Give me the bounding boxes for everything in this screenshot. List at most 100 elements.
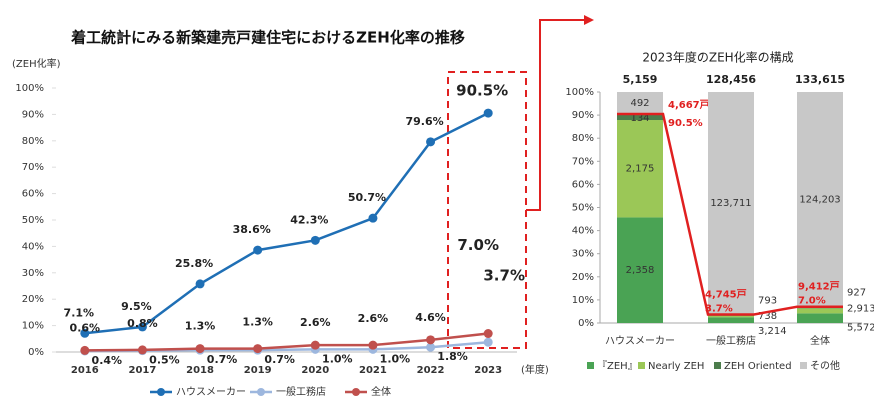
data-label: 3.7%	[483, 267, 525, 285]
y-tick-label: 40%	[572, 226, 594, 237]
data-point	[195, 344, 205, 354]
data-label: 0.4%	[92, 354, 123, 367]
x-tick-label: 2023	[474, 365, 502, 376]
y-tick-label: 60%	[22, 189, 44, 200]
data-label: 738	[758, 311, 777, 322]
y-tick-label: 80%	[22, 136, 44, 147]
legend-label: 一般工務店	[276, 385, 326, 398]
legend-label: ハウスメーカー	[176, 386, 246, 398]
annotation-count: 4,745戸	[705, 288, 747, 300]
total-label: 133,615	[795, 73, 845, 86]
data-point	[253, 344, 263, 354]
data-point	[195, 279, 205, 289]
x-axis-label: (年度)	[521, 363, 549, 376]
data-label: 4.6%	[415, 311, 446, 324]
data-point	[368, 340, 378, 350]
legend-label: 『ZEH』	[597, 360, 638, 372]
x-tick-label: 2019	[244, 365, 272, 376]
data-label: 134	[630, 113, 649, 124]
data-label: 0.8%	[127, 317, 158, 330]
annotation-rate: 7.0%	[798, 296, 826, 307]
legend-marker	[157, 388, 165, 396]
y-tick-label: 20%	[572, 272, 594, 283]
data-label: 492	[630, 98, 649, 109]
data-label: 123,711	[710, 198, 751, 209]
annotation-count: 9,412戸	[798, 281, 840, 293]
data-label: 1.3%	[185, 320, 216, 333]
legend-swatch	[800, 362, 807, 369]
bar-segment	[617, 120, 663, 218]
data-label: 2,175	[626, 164, 655, 175]
x-tick-label: 2020	[301, 365, 329, 376]
data-label: 124,203	[799, 194, 840, 205]
legend-marker	[352, 388, 360, 396]
y-tick-label: 10%	[572, 295, 594, 306]
bar-segment	[617, 217, 663, 323]
total-label: 5,159	[623, 73, 658, 86]
data-label: 90.5%	[456, 82, 508, 100]
annotation-count: 4,667戸	[668, 99, 710, 111]
connector-arrow	[584, 15, 594, 25]
y-tick-label: 70%	[572, 156, 594, 167]
bar-segment	[708, 315, 754, 318]
legend-swatch	[638, 362, 645, 369]
data-label: 1.8%	[437, 350, 468, 363]
data-point	[483, 337, 493, 347]
data-label: 50.7%	[348, 191, 386, 204]
data-point	[137, 322, 147, 332]
x-tick-label: 2022	[417, 365, 445, 376]
zeh-rate-line	[617, 112, 843, 316]
data-label: 7.1%	[64, 306, 95, 319]
x-tick-label: 2016	[71, 365, 99, 376]
data-point	[483, 329, 493, 339]
y-tick-label: 0%	[28, 347, 44, 358]
annotation-rate: 90.5%	[668, 118, 703, 129]
data-label: 0.6%	[70, 321, 101, 334]
category-label: ハウスメーカー	[605, 335, 675, 347]
bar-segment	[708, 92, 754, 315]
y-tick-label: 90%	[22, 109, 44, 120]
y-tick-label: 70%	[22, 162, 44, 173]
data-label: 7.0%	[457, 236, 499, 254]
y-tick-label: 40%	[22, 241, 44, 252]
y-tick-label: 100%	[15, 83, 44, 94]
data-point	[426, 335, 436, 345]
chart-title: 着工統計にみる新築建売戸建住宅におけるZEH化率の推移	[70, 29, 465, 47]
data-label: 0.7%	[207, 353, 238, 366]
series-line	[84, 111, 489, 335]
data-label: 793	[758, 295, 777, 306]
legend-label: その他	[810, 359, 840, 372]
total-label: 128,456	[706, 73, 756, 86]
category-label: 一般工務店	[706, 334, 756, 347]
data-point	[253, 245, 263, 255]
x-tick-label: 2017	[129, 365, 157, 376]
data-label: 3,214	[758, 326, 787, 337]
x-tick-label: 2021	[359, 365, 387, 376]
data-label: 2.6%	[358, 312, 389, 325]
y-tick-label: 60%	[572, 179, 594, 190]
data-point	[310, 235, 320, 245]
legend-marker	[257, 388, 265, 396]
data-label: 38.6%	[233, 223, 271, 236]
data-label: 25.8%	[175, 257, 213, 270]
data-point	[80, 328, 90, 338]
y-tick-label: 10%	[22, 321, 44, 332]
bar-segment	[617, 92, 663, 115]
data-point	[483, 108, 493, 118]
legend-label: 全体	[371, 385, 391, 398]
data-point	[137, 345, 147, 355]
data-label: 79.6%	[405, 115, 443, 128]
y-tick-label: 30%	[572, 249, 594, 260]
data-label: 1.3%	[242, 316, 273, 329]
chart-title: 2023年度のZEH化率の構成	[642, 50, 793, 65]
legend-label: ZEH Oriented	[724, 361, 792, 372]
bar-segment	[797, 92, 843, 307]
data-point	[426, 137, 436, 147]
bar-segment	[617, 114, 663, 121]
bar-segment	[797, 313, 843, 323]
data-label: 2,913	[847, 303, 874, 314]
data-label: 1.0%	[322, 352, 353, 365]
y-tick-label: 20%	[22, 294, 44, 305]
data-label: 927	[847, 288, 866, 299]
